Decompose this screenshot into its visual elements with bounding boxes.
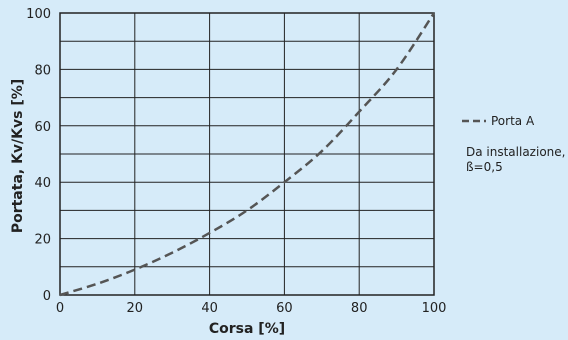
x-tick-label: 60 — [276, 301, 293, 316]
y-axis-label: Portata, Kv/Kvs [%] — [10, 79, 26, 233]
legend-label-porta-a: Porta A — [491, 114, 535, 128]
x-tick-label: 20 — [127, 301, 144, 316]
x-tick-label: 80 — [351, 301, 368, 316]
y-tick-label: 100 — [26, 7, 51, 22]
installation-note-line-1: Da installazione, — [466, 145, 565, 159]
x-tick-label: 0 — [56, 301, 64, 316]
installation-note: Da installazione, ß=0,5 — [466, 145, 565, 174]
y-tick-label: 60 — [34, 120, 51, 135]
installation-note-line-2: ß=0,5 — [466, 160, 503, 174]
y-tick-label: 40 — [34, 176, 51, 191]
x-tick-label: 40 — [201, 301, 218, 316]
grid — [59, 12, 435, 296]
y-tick-label: 20 — [34, 233, 51, 248]
x-tick-labels: 0 20 40 60 80 100 — [56, 301, 447, 316]
x-tick-label: 100 — [422, 301, 447, 316]
legend: Porta A — [462, 114, 535, 128]
y-tick-label: 80 — [34, 63, 51, 78]
y-tick-label: 0 — [43, 289, 51, 304]
x-axis-label: Corsa [%] — [209, 321, 285, 337]
y-tick-labels: 0 20 40 60 80 100 — [26, 7, 51, 304]
